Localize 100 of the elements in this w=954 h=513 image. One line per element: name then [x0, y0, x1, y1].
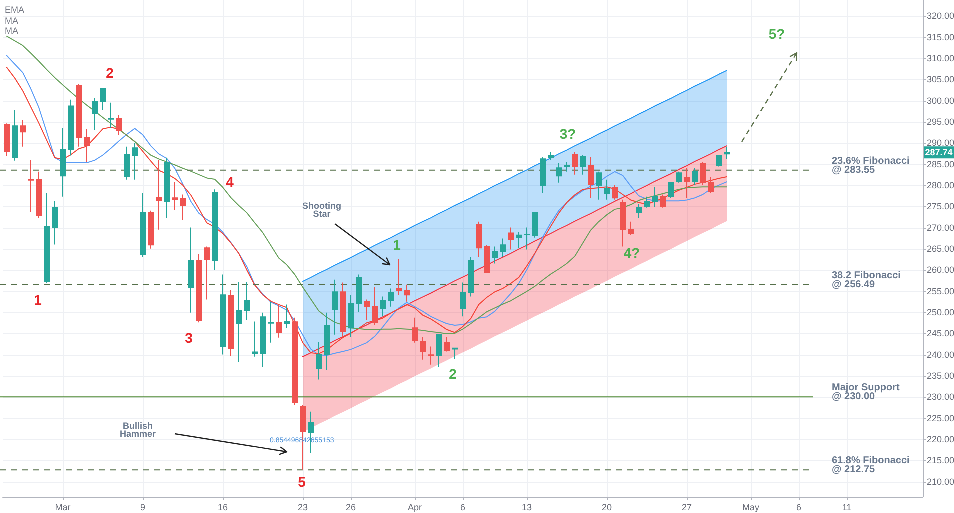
x-tick-label: May	[742, 502, 760, 512]
y-tick-label: 285.00	[927, 159, 954, 170]
candlestick	[460, 282, 466, 318]
candlestick	[372, 286, 378, 326]
line-series	[302, 70, 728, 282]
annotation: 4?	[624, 245, 640, 261]
y-tick-label: 300.00	[927, 96, 954, 106]
candlestick	[556, 162, 562, 184]
candlestick	[604, 179, 610, 200]
y-tick-label: 305.00	[927, 74, 954, 85]
candlestick	[356, 274, 362, 312]
candlestick	[92, 98, 98, 130]
candlestick	[316, 342, 322, 380]
y-tick-label: 255.00	[927, 286, 954, 296]
candlestick	[612, 184, 618, 200]
ref-line-label: 23.6% Fibonacci @ 283.55	[832, 156, 910, 176]
annotation: 2	[449, 366, 458, 382]
y-tick-label: 295.00	[927, 116, 954, 127]
candlestick	[724, 146, 730, 160]
y-tick-label: 220.00	[927, 434, 954, 444]
candlestick	[548, 151, 554, 161]
candlestick	[172, 182, 178, 210]
y-tick-label: 225.00	[927, 413, 954, 424]
x-tick-label: 16	[218, 502, 228, 512]
y-tick-label: 240.00	[927, 350, 954, 360]
x-tick-label: Mar	[55, 502, 71, 512]
candlestick	[644, 196, 650, 208]
candlestick	[132, 142, 138, 180]
candlestick	[364, 299, 370, 321]
candlestick	[412, 317, 418, 344]
y-tick-label: 210.00	[927, 476, 954, 487]
candlestick	[564, 162, 570, 172]
candlestick	[76, 84, 82, 148]
candlestick	[212, 189, 218, 271]
candlestick	[36, 171, 42, 219]
candlestick	[596, 171, 602, 200]
y-tick-label: 270.00	[927, 222, 954, 233]
candlestick	[276, 304, 282, 338]
candlestick	[348, 294, 354, 338]
candlestick	[396, 258, 402, 296]
annotation: 5	[298, 474, 306, 490]
candlestick	[676, 171, 682, 184]
candlestick	[28, 160, 34, 213]
candlestick	[468, 256, 474, 298]
candlestick	[692, 168, 698, 186]
candlestick	[716, 154, 722, 168]
x-tick-label: 6	[796, 502, 802, 512]
y-tick-label: 310.00	[927, 53, 954, 64]
candlestick	[700, 162, 706, 186]
annotation: 4	[226, 174, 234, 190]
annotation: Shooting Star	[302, 201, 342, 219]
annotation: EMA	[5, 5, 25, 15]
candlestick	[380, 296, 386, 318]
y-tick-label: 245.00	[927, 328, 954, 339]
x-tick-label: 6	[460, 502, 466, 512]
candlestick	[684, 168, 690, 199]
annotation: 2	[106, 65, 114, 81]
candlestick	[668, 182, 674, 199]
x-tick-label: Apr	[408, 502, 422, 512]
candlestick	[660, 194, 666, 208]
x-tick-label: 9	[140, 502, 146, 512]
candlestick	[108, 102, 114, 129]
candlestick	[652, 186, 658, 208]
annotation: 1	[393, 237, 402, 253]
candlestick	[508, 227, 514, 250]
annotation: MA	[5, 16, 18, 26]
candlestick	[12, 110, 18, 162]
candlestick	[492, 246, 498, 264]
y-tick-label: 235.00	[927, 370, 954, 381]
candlestick	[196, 254, 202, 324]
candlestick	[636, 204, 642, 219]
candlestick	[444, 336, 450, 352]
candlestick	[228, 289, 234, 357]
annotation: 3?	[560, 126, 576, 142]
candlestick	[60, 128, 66, 198]
ref-line-label: 38.2 Fibonacci @ 256.49	[832, 270, 902, 290]
candlestick	[516, 232, 522, 249]
line-series	[302, 146, 728, 358]
annotation: 5?	[768, 26, 786, 42]
x-tick-label: 23	[298, 502, 308, 512]
candlestick	[84, 128, 90, 163]
candlestick	[116, 114, 122, 136]
x-tick-label: 13	[522, 502, 532, 512]
candlestick	[188, 227, 194, 314]
candlestick	[420, 336, 426, 360]
candlestick	[236, 281, 242, 362]
candlestick	[68, 99, 74, 156]
candlestick	[20, 120, 26, 148]
y-tick-label: 230.00	[927, 392, 954, 402]
y-tick-label: 265.00	[927, 244, 954, 254]
y-tick-label: 260.00	[927, 265, 954, 276]
candlestick	[404, 284, 410, 302]
y-tick-label: 320.00	[927, 11, 954, 22]
candlestick	[292, 317, 298, 406]
ref-line-label: Major Support @ 230.00	[832, 382, 900, 403]
y-tick-label: 280.00	[927, 180, 954, 190]
candlestick	[540, 156, 546, 194]
candlestick	[260, 312, 266, 368]
candlestick	[484, 244, 490, 274]
candlestick	[524, 227, 530, 250]
